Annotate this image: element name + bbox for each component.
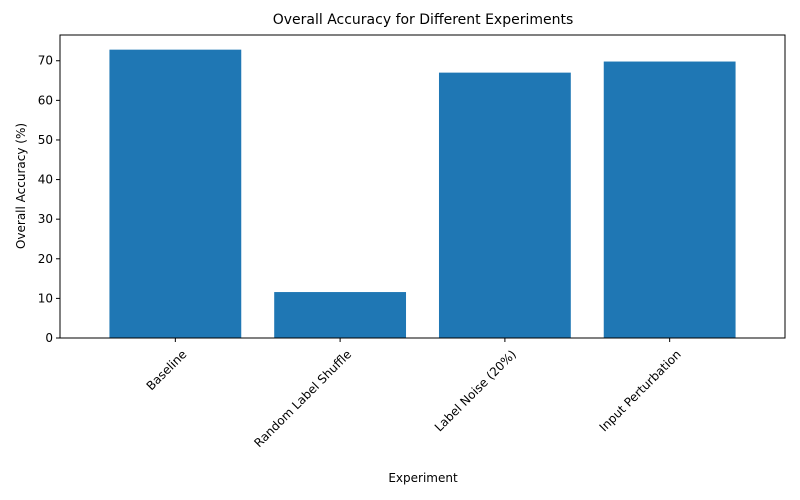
y-tick-label: 50 — [38, 133, 53, 147]
bar-input-perturbation — [603, 61, 736, 338]
x-tick-label: Random Label Shuffle — [251, 347, 354, 450]
y-tick-label: 60 — [38, 93, 53, 107]
bars-group — [109, 49, 736, 339]
y-axis: 0 10 20 30 40 50 60 70 — [38, 54, 60, 345]
bar-baseline — [109, 49, 242, 338]
bar-random-label-shuffle — [274, 292, 407, 338]
x-axis: Baseline Random Label Shuffle Label Noise … — [144, 338, 684, 450]
y-tick-label: 30 — [38, 212, 53, 226]
y-tick-label: 40 — [38, 173, 53, 187]
y-tick-label: 70 — [38, 54, 53, 68]
y-tick-label: 20 — [38, 252, 53, 266]
bar-label-noise-20 — [438, 72, 571, 339]
y-axis-title: Overall Accuracy (%) — [14, 123, 28, 249]
x-axis-title: Experiment — [388, 471, 458, 485]
x-tick-label: Baseline — [144, 347, 190, 393]
chart-title: Overall Accuracy for Different Experimen… — [273, 12, 574, 28]
x-tick-label: Input Perturbation — [597, 347, 684, 434]
y-tick-label: 0 — [45, 331, 53, 345]
x-tick-label: Label Noise (20%) — [432, 347, 519, 434]
plot-area-frame — [59, 34, 786, 339]
y-tick-label: 10 — [38, 291, 53, 305]
